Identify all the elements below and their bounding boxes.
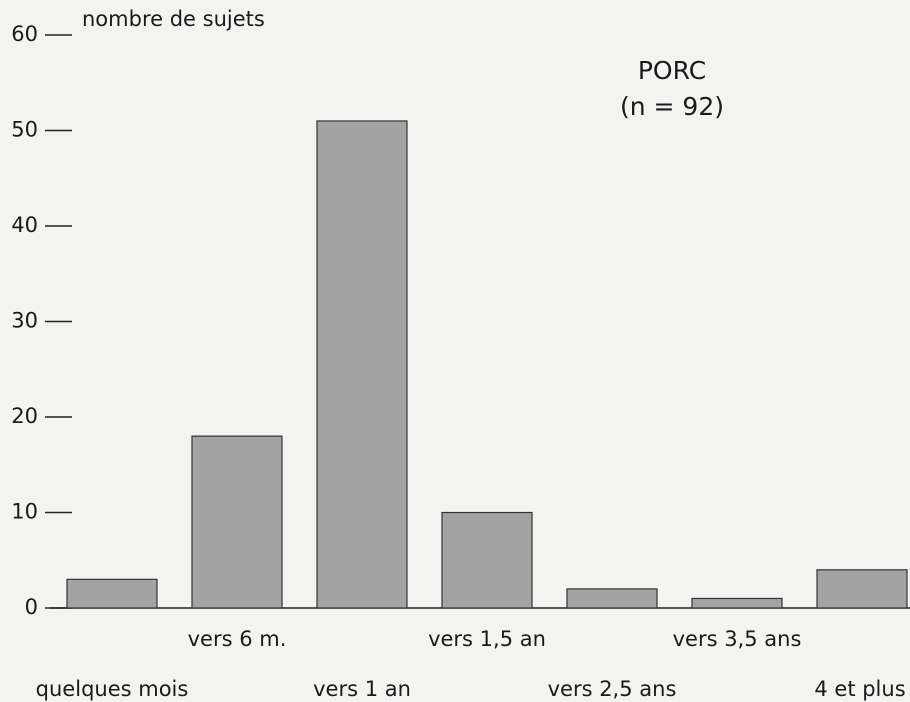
y-tick-label: 10 [11, 500, 38, 524]
bar [691, 597, 783, 609]
y-axis-label: nombre de sujets [82, 7, 265, 31]
x-tick-label: vers 2,5 ans [548, 677, 677, 701]
x-tick-label: vers 3,5 ans [673, 627, 802, 651]
bar [316, 120, 408, 609]
bar [66, 578, 158, 609]
bar [191, 435, 283, 609]
x-tick-label: vers 1 an [313, 677, 411, 701]
x-tick-label: vers 1,5 an [428, 627, 546, 651]
x-tick-label: quelques mois [36, 677, 189, 701]
chart-title: PORC [638, 56, 706, 85]
y-tick-label: 50 [11, 118, 38, 142]
chart-subtitle: (n = 92) [620, 92, 724, 121]
x-tick-label: 4 et plus [814, 677, 905, 701]
bar [816, 569, 908, 609]
y-tick-label: 60 [11, 22, 38, 46]
y-tick-label: 0 [25, 595, 38, 619]
y-tick-label: 30 [11, 309, 38, 333]
bar [566, 588, 658, 609]
x-tick-label: vers 6 m. [188, 627, 287, 651]
y-tick-label: 20 [11, 404, 38, 428]
y-tick-label: 40 [11, 213, 38, 237]
bar [441, 511, 533, 609]
